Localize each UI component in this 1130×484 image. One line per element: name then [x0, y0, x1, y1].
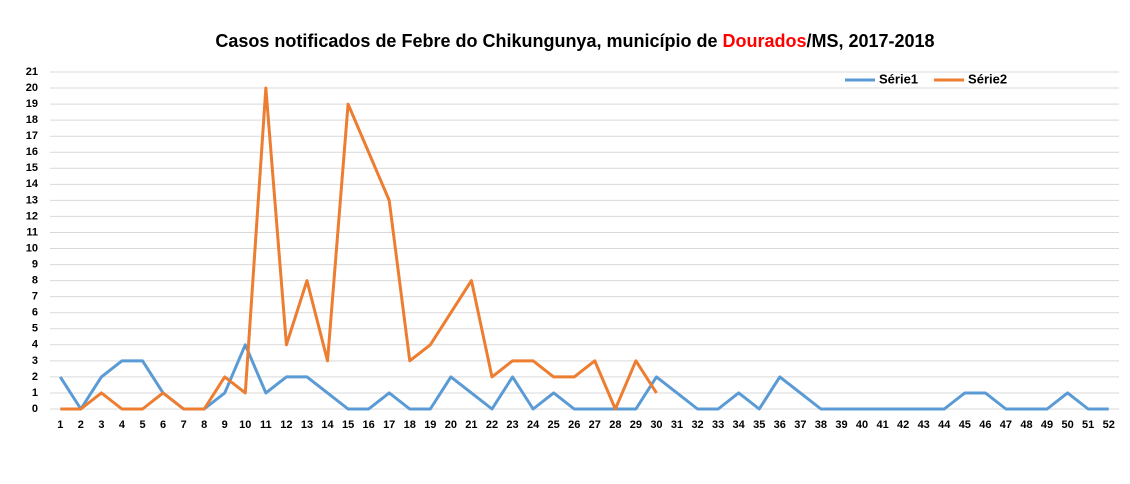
y-tick-label: 7	[32, 291, 38, 303]
y-tick-label: 10	[26, 242, 38, 254]
x-tick-label: 44	[938, 419, 951, 431]
x-tick-label: 34	[733, 419, 746, 431]
x-tick-label: 3	[98, 419, 104, 431]
y-tick-label: 1	[32, 387, 38, 399]
x-tick-label: 39	[835, 419, 847, 431]
y-tick-label: 3	[32, 355, 38, 367]
x-tick-label: 36	[774, 419, 786, 431]
y-tick-label: 20	[26, 82, 38, 94]
x-tick-label: 26	[568, 419, 580, 431]
x-tick-label: 43	[918, 419, 930, 431]
x-tick-label: 22	[486, 419, 498, 431]
x-tick-label: 15	[342, 419, 354, 431]
x-tick-label: 49	[1041, 419, 1053, 431]
x-tick-label: 11	[260, 419, 272, 431]
x-tick-label: 24	[527, 419, 540, 431]
x-tick-label: 4	[119, 419, 126, 431]
x-tick-label: 30	[650, 419, 662, 431]
x-tick-label: 21	[465, 419, 477, 431]
title-part: Casos notificados de Febre do Chikunguny…	[215, 31, 722, 51]
x-tick-label: 16	[363, 419, 375, 431]
series-line	[60, 86, 658, 411]
y-tick-label: 8	[32, 275, 38, 287]
y-tick-label: 5	[32, 323, 38, 335]
y-tick-label: 4	[32, 339, 39, 351]
y-tick-label: 15	[26, 162, 38, 174]
y-tick-label: 12	[26, 210, 38, 222]
x-tick-label: 33	[712, 419, 724, 431]
y-tick-label: 14	[26, 178, 39, 190]
x-tick-label: 52	[1103, 419, 1115, 431]
x-tick-label: 45	[959, 419, 971, 431]
x-tick-label: 1	[57, 419, 63, 431]
x-tick-label: 50	[1061, 419, 1073, 431]
x-tick-label: 32	[691, 419, 703, 431]
x-tick-label: 18	[404, 419, 416, 431]
x-tick-label: 42	[897, 419, 909, 431]
x-tick-label: 14	[321, 419, 334, 431]
x-tick-label: 6	[160, 419, 166, 431]
x-tick-label: 38	[815, 419, 827, 431]
y-tick-label: 0	[32, 403, 38, 415]
x-tick-label: 23	[506, 419, 518, 431]
y-tick-label: 13	[26, 194, 38, 206]
x-tick-label: 27	[589, 419, 601, 431]
series-line	[59, 343, 1109, 411]
x-tick-label: 17	[383, 419, 395, 431]
y-tick-label: 9	[32, 258, 38, 270]
x-tick-label: 40	[856, 419, 868, 431]
y-tick-label: 18	[26, 114, 38, 126]
legend-label: Série2	[968, 71, 1007, 86]
title-highlight: Dourados	[722, 31, 806, 51]
y-tick-label: 2	[32, 371, 38, 383]
x-tick-label: 12	[280, 419, 292, 431]
x-tick-label: 41	[876, 419, 888, 431]
x-tick-label: 9	[222, 419, 228, 431]
chart-title: Casos notificados de Febre do Chikunguny…	[215, 31, 934, 51]
x-tick-label: 10	[239, 419, 251, 431]
x-tick-label: 29	[630, 419, 642, 431]
x-tick-label: 5	[139, 419, 145, 431]
x-tick-label: 51	[1082, 419, 1094, 431]
x-tick-label: 2	[78, 419, 84, 431]
y-tick-label: 17	[26, 130, 38, 142]
x-tick-label: 31	[671, 419, 683, 431]
y-tick-label: 6	[32, 307, 38, 319]
x-tick-label: 8	[201, 419, 207, 431]
x-tick-label: 48	[1020, 419, 1032, 431]
y-tick-label: 11	[26, 226, 38, 238]
y-tick-label: 21	[26, 66, 38, 78]
title-part: /MS, 2017-2018	[806, 31, 934, 51]
x-tick-label: 47	[1000, 419, 1012, 431]
x-tick-label: 25	[548, 419, 560, 431]
x-tick-label: 46	[979, 419, 991, 431]
x-tick-label: 35	[753, 419, 765, 431]
x-tick-label: 7	[181, 419, 187, 431]
x-tick-label: 37	[794, 419, 806, 431]
legend-label: Série1	[879, 71, 918, 86]
x-tick-label: 13	[301, 419, 313, 431]
y-tick-label: 16	[26, 146, 38, 158]
x-tick-label: 20	[445, 419, 457, 431]
x-tick-label: 28	[609, 419, 621, 431]
x-tick-label: 19	[424, 419, 436, 431]
y-tick-label: 19	[26, 98, 38, 110]
